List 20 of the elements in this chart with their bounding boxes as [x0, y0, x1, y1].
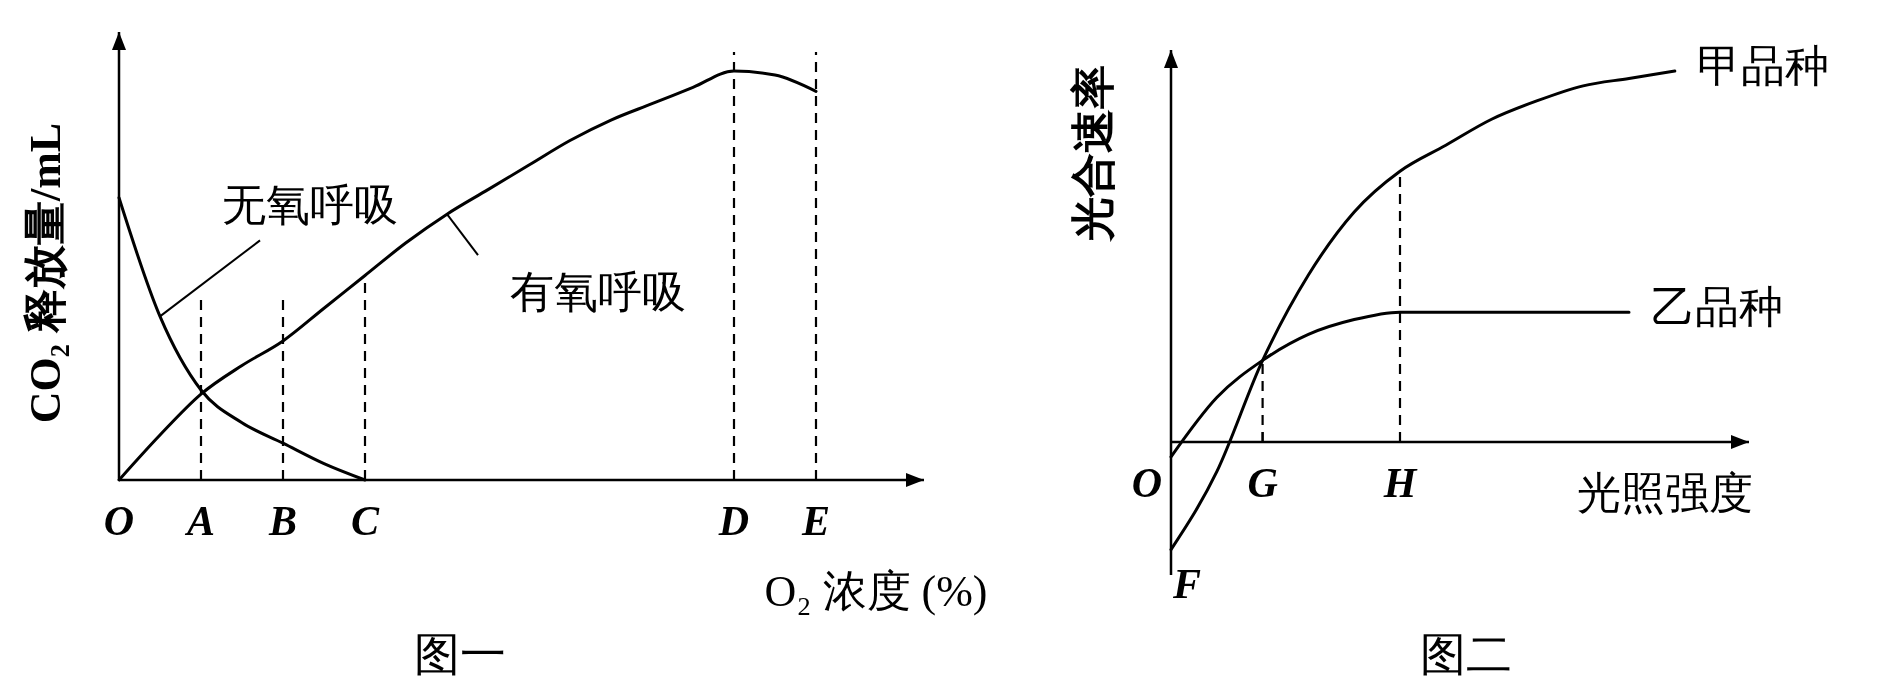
x-tick-label: C [350, 498, 380, 544]
series-label: 甲品种 [1696, 42, 1829, 92]
x-tick-label: H [1382, 460, 1418, 506]
x-tick-label: D [717, 498, 750, 544]
text: 图二 [1420, 629, 1512, 680]
text: 图一 [414, 629, 506, 680]
legend-label: 无氧呼吸 [222, 181, 398, 231]
x-tick-label: B [267, 498, 298, 544]
annotation: F [1171, 560, 1202, 607]
x-tick-label: G [1247, 460, 1278, 506]
x-tick-label: E [800, 498, 831, 544]
y-axis-title: CO₂ 释放量/mL [21, 122, 71, 424]
y-axis-title: 光合速率 [1069, 65, 1119, 243]
x-axis-title: 光照强度 [1577, 469, 1753, 518]
x-axis-title: O₂ 浓度 (%) [764, 567, 988, 616]
x-tick-label: O [1131, 460, 1163, 506]
series-label: 乙品种 [1651, 283, 1783, 333]
x-tick-label: A [183, 498, 216, 544]
x-tick-label: O [103, 498, 135, 544]
series-label: 有氧呼吸 [510, 268, 686, 318]
